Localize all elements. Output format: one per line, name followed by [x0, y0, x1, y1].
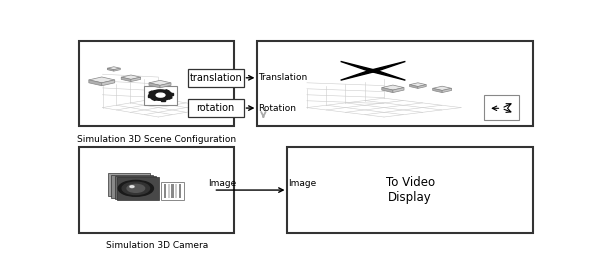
Bar [144, 86, 177, 105]
Text: Image: Image [288, 179, 316, 188]
Polygon shape [382, 85, 404, 90]
Polygon shape [149, 83, 160, 88]
Polygon shape [393, 88, 404, 93]
Polygon shape [149, 91, 155, 94]
Polygon shape [148, 95, 153, 97]
Polygon shape [160, 83, 171, 88]
Bar [257, 41, 533, 126]
Circle shape [118, 180, 153, 196]
Text: Simulation 3D Scene Configuration: Simulation 3D Scene Configuration [77, 135, 236, 144]
Polygon shape [156, 89, 161, 92]
Circle shape [156, 93, 165, 97]
Polygon shape [121, 77, 131, 82]
Polygon shape [410, 83, 426, 86]
Polygon shape [418, 85, 426, 88]
Bar [188, 99, 244, 117]
Bar [111, 175, 153, 198]
Bar [484, 95, 519, 120]
Polygon shape [101, 80, 115, 86]
Polygon shape [410, 85, 418, 88]
Bar [115, 176, 156, 199]
Polygon shape [433, 86, 451, 91]
Bar [188, 69, 244, 87]
Polygon shape [107, 68, 114, 71]
Polygon shape [163, 90, 170, 93]
Bar [161, 182, 184, 200]
Bar [175, 183, 177, 198]
Circle shape [130, 186, 134, 188]
Text: To Video
Display: To Video Display [386, 176, 435, 204]
Bar [288, 147, 533, 233]
Polygon shape [149, 80, 171, 85]
Polygon shape [168, 93, 173, 95]
Bar [108, 173, 150, 196]
Text: Simulation 3D Camera: Simulation 3D Camera [106, 241, 208, 250]
Polygon shape [341, 62, 405, 80]
Bar [171, 183, 174, 198]
Polygon shape [107, 67, 120, 70]
Polygon shape [131, 77, 141, 82]
Bar [79, 41, 234, 126]
Bar [164, 183, 167, 198]
Bar [79, 147, 234, 233]
Polygon shape [442, 88, 451, 93]
Polygon shape [433, 88, 442, 93]
Circle shape [127, 184, 144, 192]
Polygon shape [152, 98, 158, 100]
Text: translation: translation [189, 73, 242, 83]
Polygon shape [121, 75, 141, 79]
Polygon shape [114, 68, 120, 71]
Polygon shape [161, 98, 165, 101]
Polygon shape [89, 80, 101, 86]
Text: Translation: Translation [259, 73, 307, 82]
Text: Rotation: Rotation [259, 104, 296, 112]
Polygon shape [382, 88, 393, 93]
Circle shape [122, 182, 150, 195]
Circle shape [149, 90, 172, 100]
Bar [168, 183, 170, 198]
Text: Image: Image [208, 179, 236, 188]
Polygon shape [165, 96, 172, 99]
Polygon shape [341, 62, 405, 80]
Bar [179, 183, 181, 198]
Bar [118, 177, 159, 200]
Text: rotation: rotation [196, 103, 235, 113]
Polygon shape [89, 77, 115, 83]
